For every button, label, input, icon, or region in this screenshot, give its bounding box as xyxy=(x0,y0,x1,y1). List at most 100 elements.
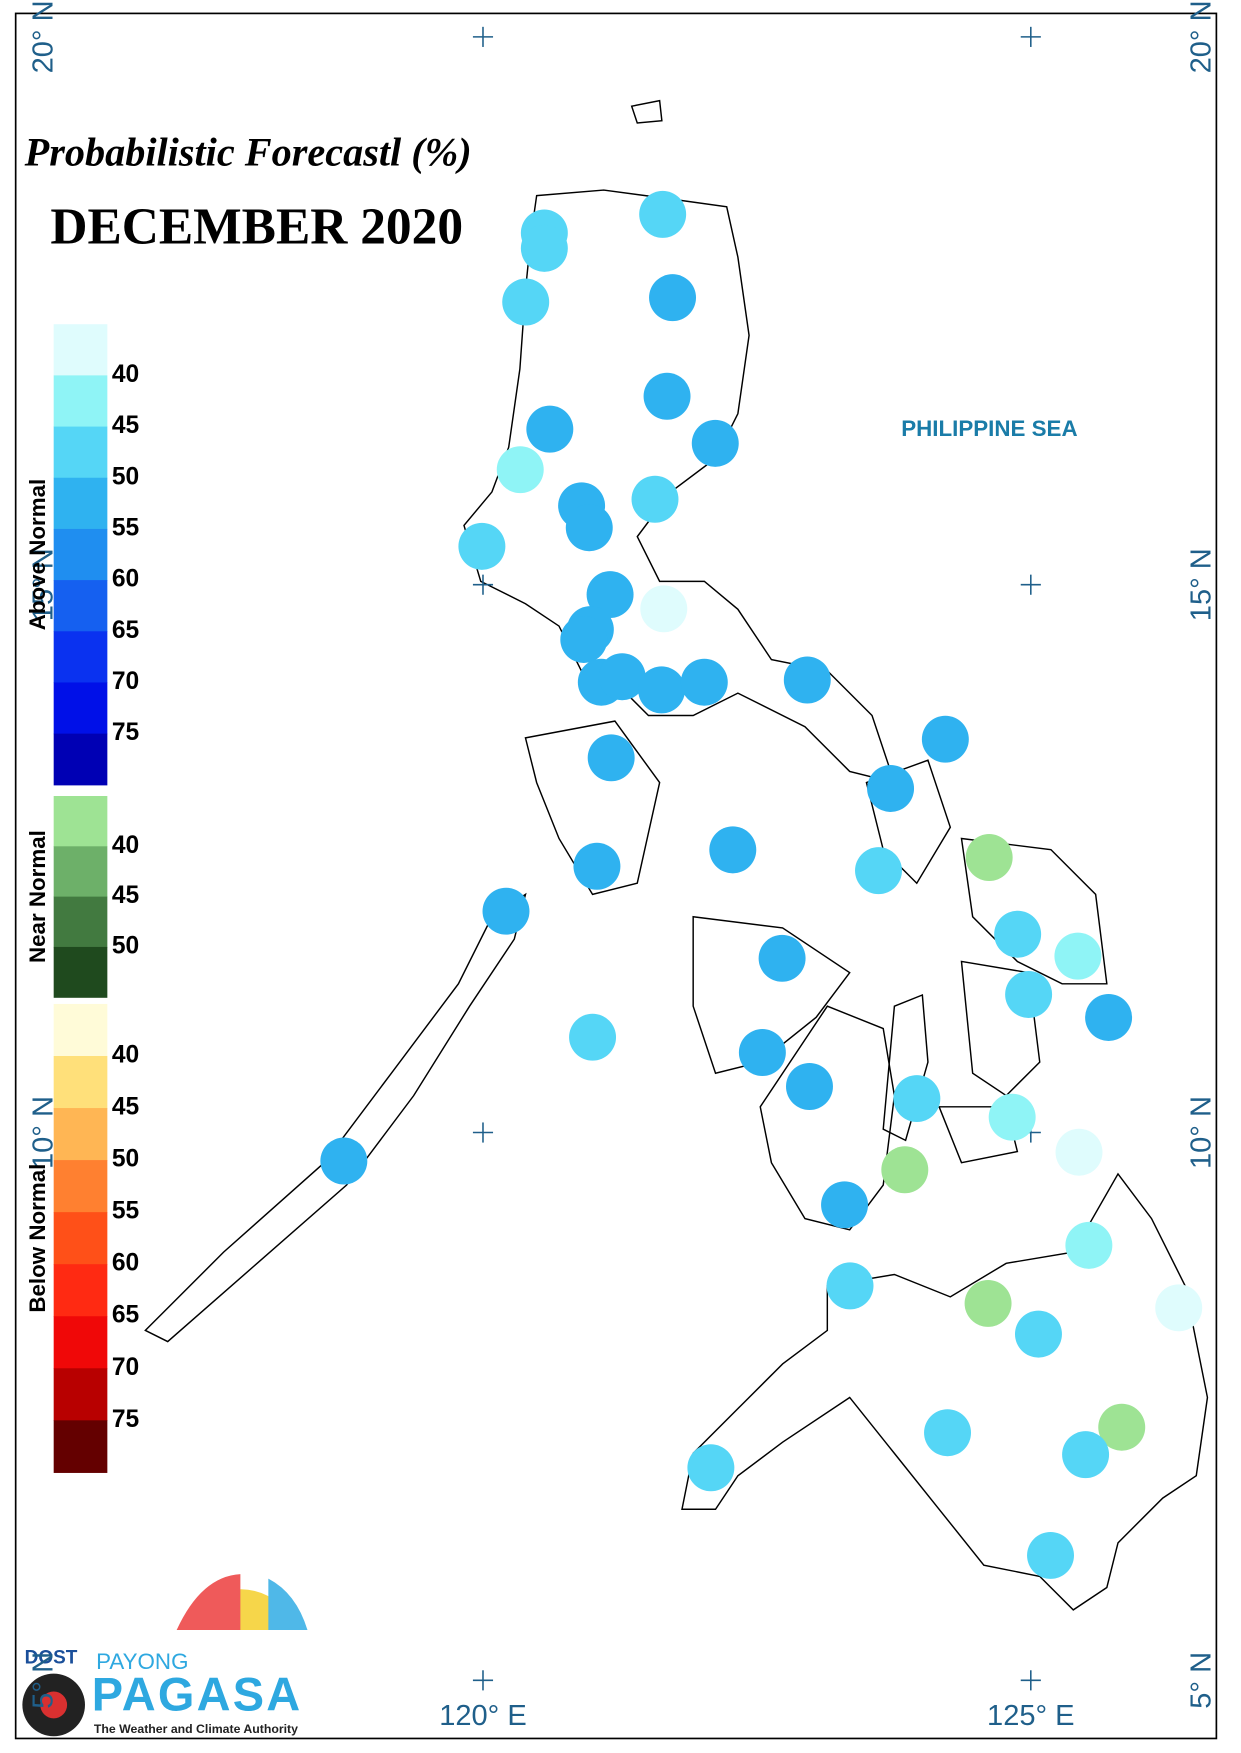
y-tick-label: 20° N xyxy=(27,0,59,73)
legend-title: Below Normal xyxy=(25,1164,50,1313)
station xyxy=(649,274,697,322)
legend-label: 45 xyxy=(112,412,139,439)
station xyxy=(1027,1531,1074,1579)
legend-swatch xyxy=(53,733,108,786)
station xyxy=(631,475,679,523)
legend-swatch xyxy=(53,796,108,847)
logo-tagline: The Weather and Climate Authority xyxy=(94,1722,298,1736)
station xyxy=(988,1093,1036,1141)
legend-label: 50 xyxy=(112,463,139,490)
station xyxy=(1062,1431,1110,1479)
station xyxy=(1054,932,1102,980)
legend-swatch xyxy=(53,631,108,684)
legend-label: 40 xyxy=(112,832,139,859)
station xyxy=(586,571,634,619)
station xyxy=(687,1444,735,1492)
station xyxy=(786,1063,833,1110)
logo: DOST PAYONG PAGASA The Weather and Clima… xyxy=(22,1574,308,1737)
legend-swatch xyxy=(53,1316,108,1369)
legend-title: Above Normal xyxy=(25,479,50,630)
legend-swatch xyxy=(53,375,108,428)
umbrella-right xyxy=(268,1578,308,1631)
legend-swatch xyxy=(53,426,108,479)
station xyxy=(569,1013,617,1061)
legend-label: 70 xyxy=(112,1354,139,1381)
legend-label: 65 xyxy=(112,617,139,644)
station xyxy=(482,887,530,935)
station xyxy=(924,1409,972,1457)
station xyxy=(1055,1128,1103,1176)
legend-label: 60 xyxy=(112,1250,139,1277)
station xyxy=(560,616,608,663)
station xyxy=(921,715,969,763)
station xyxy=(1005,970,1053,1018)
y-tick-label: 5° N xyxy=(27,1652,59,1709)
station xyxy=(826,1262,874,1310)
station xyxy=(1014,1310,1062,1358)
legend-swatch xyxy=(53,528,108,581)
legend-swatch xyxy=(53,324,108,376)
logo-line1: PAYONG xyxy=(96,1649,188,1674)
y-tick-label: 15° N xyxy=(1186,548,1218,621)
station xyxy=(320,1137,368,1185)
station xyxy=(964,1279,1012,1327)
station xyxy=(502,278,550,326)
station xyxy=(1098,1403,1146,1451)
station xyxy=(680,658,728,706)
station xyxy=(867,765,915,812)
station xyxy=(1065,1221,1113,1269)
legend-label: 55 xyxy=(112,1198,139,1225)
legend-swatch xyxy=(53,896,108,948)
station xyxy=(855,847,902,895)
station xyxy=(458,522,506,570)
legend-label: 65 xyxy=(112,1302,139,1329)
logo-agency: DOST xyxy=(25,1648,78,1669)
station xyxy=(1155,1284,1203,1332)
x-tick-label: 125° E xyxy=(987,1700,1075,1732)
station xyxy=(640,585,688,633)
station xyxy=(738,1029,786,1077)
station xyxy=(520,224,568,272)
legend-title: Near Normal xyxy=(25,830,50,963)
station xyxy=(965,834,1013,881)
legend-label: 70 xyxy=(112,668,139,695)
legend-label: 40 xyxy=(112,1041,139,1068)
station xyxy=(994,910,1042,958)
legend-swatch xyxy=(53,477,108,530)
legend-swatch xyxy=(53,580,108,632)
legend-swatch xyxy=(53,1160,108,1213)
station xyxy=(691,419,739,467)
legend-label: 50 xyxy=(112,1146,139,1173)
station xyxy=(881,1146,929,1194)
station xyxy=(821,1181,869,1229)
legend-label: 40 xyxy=(112,361,139,388)
station xyxy=(1085,994,1133,1041)
station xyxy=(598,653,646,701)
station xyxy=(639,190,687,238)
legend-label: 55 xyxy=(112,514,139,541)
station xyxy=(587,734,635,782)
legend-swatch xyxy=(53,846,108,898)
map-title: Probabilistic Forecastl (%) xyxy=(24,129,472,174)
legend-swatch xyxy=(53,1264,108,1317)
station xyxy=(709,826,757,874)
station xyxy=(893,1075,941,1123)
legend-swatch xyxy=(53,1212,108,1265)
legend-swatch xyxy=(53,1003,108,1057)
legend-label: 45 xyxy=(112,882,139,909)
sea-label: PHILIPPINE SEA xyxy=(901,416,1077,441)
umbrella-left xyxy=(176,1574,241,1631)
station xyxy=(638,666,686,714)
legend-swatch xyxy=(53,1055,108,1109)
station xyxy=(783,656,831,704)
legend-label: 60 xyxy=(112,566,139,593)
legend-label: 75 xyxy=(112,1406,139,1433)
station xyxy=(565,504,613,552)
coastline xyxy=(144,99,1209,1611)
y-tick-label: 20° N xyxy=(1186,0,1218,73)
legend-label: 45 xyxy=(112,1094,139,1121)
legend-swatch xyxy=(53,1420,108,1473)
legend-swatch xyxy=(53,946,108,998)
